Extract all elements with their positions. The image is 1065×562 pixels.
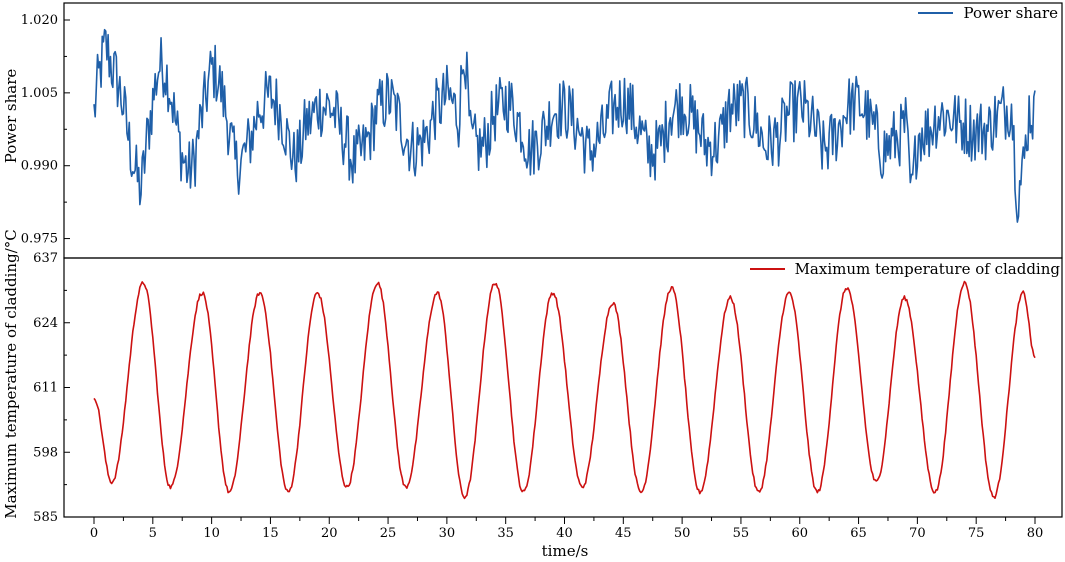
y-tick-label: 1.020	[21, 13, 58, 28]
x-tick-label: 20	[321, 526, 338, 541]
top-legend: Power share	[918, 4, 1058, 22]
y-tick-label: 0.975	[21, 232, 58, 247]
x-axis-title: time/s	[542, 542, 589, 560]
top-y-axis-title: Power share	[2, 69, 20, 164]
x-tick-label: 55	[733, 526, 750, 541]
y-tick-label: 0.990	[21, 159, 58, 174]
x-tick-label: 75	[968, 526, 985, 541]
y-tick-label: 585	[33, 510, 58, 525]
bottom-legend: Maximum temperature of cladding	[750, 260, 1060, 278]
y-tick-label: 1.005	[21, 86, 58, 101]
y-tick-label: 598	[33, 445, 58, 460]
x-tick-label: 0	[90, 526, 98, 541]
bottom-y-axis-title: Maximum temperature of cladding/°C	[2, 229, 20, 518]
x-tick-label: 10	[203, 526, 220, 541]
cladding-temperature-series-line	[93, 280, 1036, 500]
x-tick-label: 65	[850, 526, 867, 541]
x-tick-label: 30	[439, 526, 456, 541]
top-panel-frame	[63, 2, 1063, 259]
y-tick-label: 624	[33, 316, 58, 331]
x-tick-label: 80	[1027, 526, 1044, 541]
x-tick-label: 25	[380, 526, 397, 541]
x-tick-label: 70	[909, 526, 926, 541]
x-tick-label: 45	[615, 526, 632, 541]
x-tick-label: 50	[674, 526, 691, 541]
power-share-series-line	[93, 28, 1036, 223]
x-tick-label: 15	[262, 526, 279, 541]
top-y-axis-ticks: 1.020 1.005 0.990 0.975	[21, 13, 70, 247]
cladding-temperature-legend-label: Maximum temperature of cladding	[795, 260, 1061, 278]
x-tick-label: 5	[149, 526, 157, 541]
x-tick-label: 40	[556, 526, 573, 541]
x-axis-ticks: 0 5 10 15 20 25 30 35 40 45 50 55 60 65 70 75 80	[90, 517, 1043, 541]
bottom-y-axis-ticks: 637 624 611 598 585	[33, 251, 70, 525]
bottom-panel-frame	[63, 257, 1063, 518]
x-tick-label: 35	[497, 526, 514, 541]
x-tick-label: 60	[791, 526, 808, 541]
y-tick-label: 611	[33, 381, 58, 396]
y-tick-label: 637	[33, 251, 58, 266]
power-share-legend-label: Power share	[963, 4, 1058, 22]
